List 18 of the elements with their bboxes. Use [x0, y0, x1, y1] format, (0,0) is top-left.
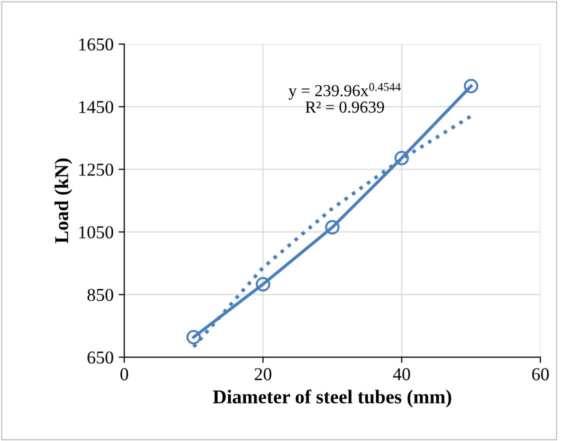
y-tick-label: 1050 — [79, 226, 114, 238]
point — [394, 150, 409, 166]
point — [186, 330, 201, 344]
y-tick-label: 650 — [88, 351, 114, 364]
y-tick-label: 850 — [87, 288, 114, 302]
x-tick-label: 20 — [254, 368, 272, 380]
y-tick-label: 1650 — [79, 38, 114, 51]
x-axis-title: Diameter of steel tubes (mm) — [213, 390, 452, 408]
point — [256, 277, 270, 292]
x-tick-label: 0 — [120, 368, 128, 380]
point — [325, 220, 340, 234]
annotation: y = 239.96x$^{0.4544}$ R² = 0.9639 — [288, 83, 401, 113]
x-tick-label: 40 — [393, 368, 410, 380]
x-tick-label: 60 — [532, 368, 549, 380]
point — [464, 78, 478, 94]
y-tick-label: 1250 — [79, 164, 114, 176]
y-axis-title: Load (kN) — [54, 158, 72, 244]
y-tick-label: 1450 — [79, 100, 114, 114]
